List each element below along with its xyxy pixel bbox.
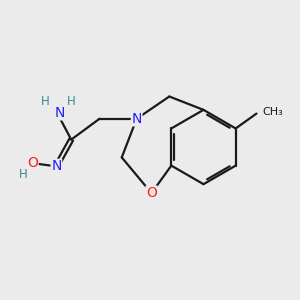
Text: O: O	[27, 156, 38, 170]
Text: N: N	[51, 159, 62, 173]
Text: H: H	[18, 168, 27, 181]
Text: N: N	[54, 106, 64, 120]
Text: H: H	[41, 95, 50, 108]
Text: N: N	[131, 112, 142, 126]
Text: O: O	[146, 186, 157, 200]
Text: H: H	[67, 95, 76, 108]
Text: CH₃: CH₃	[262, 107, 283, 117]
